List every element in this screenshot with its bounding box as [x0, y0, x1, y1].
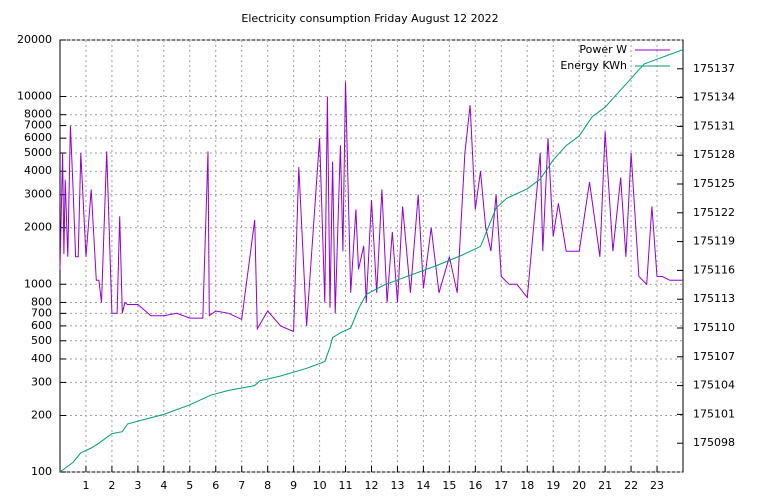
chart-title: Electricity consumption Friday August 12…: [241, 12, 498, 25]
x-tick-label: 6: [212, 479, 219, 492]
y-tick-label: 600: [31, 319, 52, 332]
x-tick-label: 23: [650, 479, 664, 492]
x-tick-label: 12: [365, 479, 379, 492]
y2-tick-label: 175110: [693, 321, 735, 334]
y-tick-label: 7000: [24, 119, 52, 132]
x-tick-label: 8: [264, 479, 271, 492]
y-tick-label: 8000: [24, 108, 52, 121]
y2-tick-label: 175107: [693, 350, 735, 363]
y2-tick-label: 175098: [693, 436, 735, 449]
x-tick-label: 18: [520, 479, 534, 492]
y-tick-label: 700: [31, 306, 52, 319]
y2-tick-label: 175113: [693, 292, 735, 305]
y2-tick-label: 175134: [693, 91, 735, 104]
y2-tick-label: 175137: [693, 62, 735, 75]
x-tick-label: 17: [494, 479, 508, 492]
x-tick-label: 15: [442, 479, 456, 492]
legend-label: Energy KWh: [560, 59, 627, 72]
y2-tick-label: 175119: [693, 235, 735, 248]
y-tick-label: 20000: [17, 33, 52, 46]
y-tick-label: 800: [31, 295, 52, 308]
y-tick-label: 500: [31, 334, 52, 347]
legend-label: Power W: [579, 43, 627, 56]
x-tick-label: 11: [339, 479, 353, 492]
y-tick-label: 300: [31, 375, 52, 388]
y2-tick-label: 175125: [693, 177, 735, 190]
x-tick-label: 14: [416, 479, 430, 492]
y-tick-label: 400: [31, 352, 52, 365]
y-tick-label: 5000: [24, 146, 52, 159]
x-tick-label: 1: [82, 479, 89, 492]
y-tick-label: 3000: [24, 188, 52, 201]
x-tick-label: 9: [290, 479, 297, 492]
y-tick-label: 10000: [17, 90, 52, 103]
y2-tick-label: 175128: [693, 148, 735, 161]
x-tick-label: 2: [108, 479, 115, 492]
x-tick-label: 19: [546, 479, 560, 492]
y-tick-label: 1000: [24, 277, 52, 290]
series-line: [59, 81, 683, 333]
y2-tick-label: 175131: [693, 119, 735, 132]
x-tick-label: 3: [134, 479, 141, 492]
y-tick-label: 4000: [24, 164, 52, 177]
y2-tick-label: 175101: [693, 407, 735, 420]
series-line: [59, 49, 684, 473]
y-tick-label: 200: [31, 408, 52, 421]
x-tick-label: 16: [468, 479, 482, 492]
x-tick-label: 5: [186, 479, 193, 492]
y2-tick-label: 175116: [693, 263, 735, 276]
y-tick-label: 100: [31, 465, 52, 478]
x-tick-label: 10: [313, 479, 327, 492]
x-tick-label: 22: [624, 479, 638, 492]
y-tick-label: 2000: [24, 221, 52, 234]
y2-tick-label: 175122: [693, 206, 735, 219]
x-tick-label: 21: [598, 479, 612, 492]
y-tick-label: 6000: [24, 131, 52, 144]
x-tick-label: 20: [572, 479, 586, 492]
x-tick-label: 13: [390, 479, 404, 492]
x-tick-label: 4: [160, 479, 167, 492]
x-tick-label: 7: [238, 479, 245, 492]
y2-tick-label: 175104: [693, 379, 735, 392]
